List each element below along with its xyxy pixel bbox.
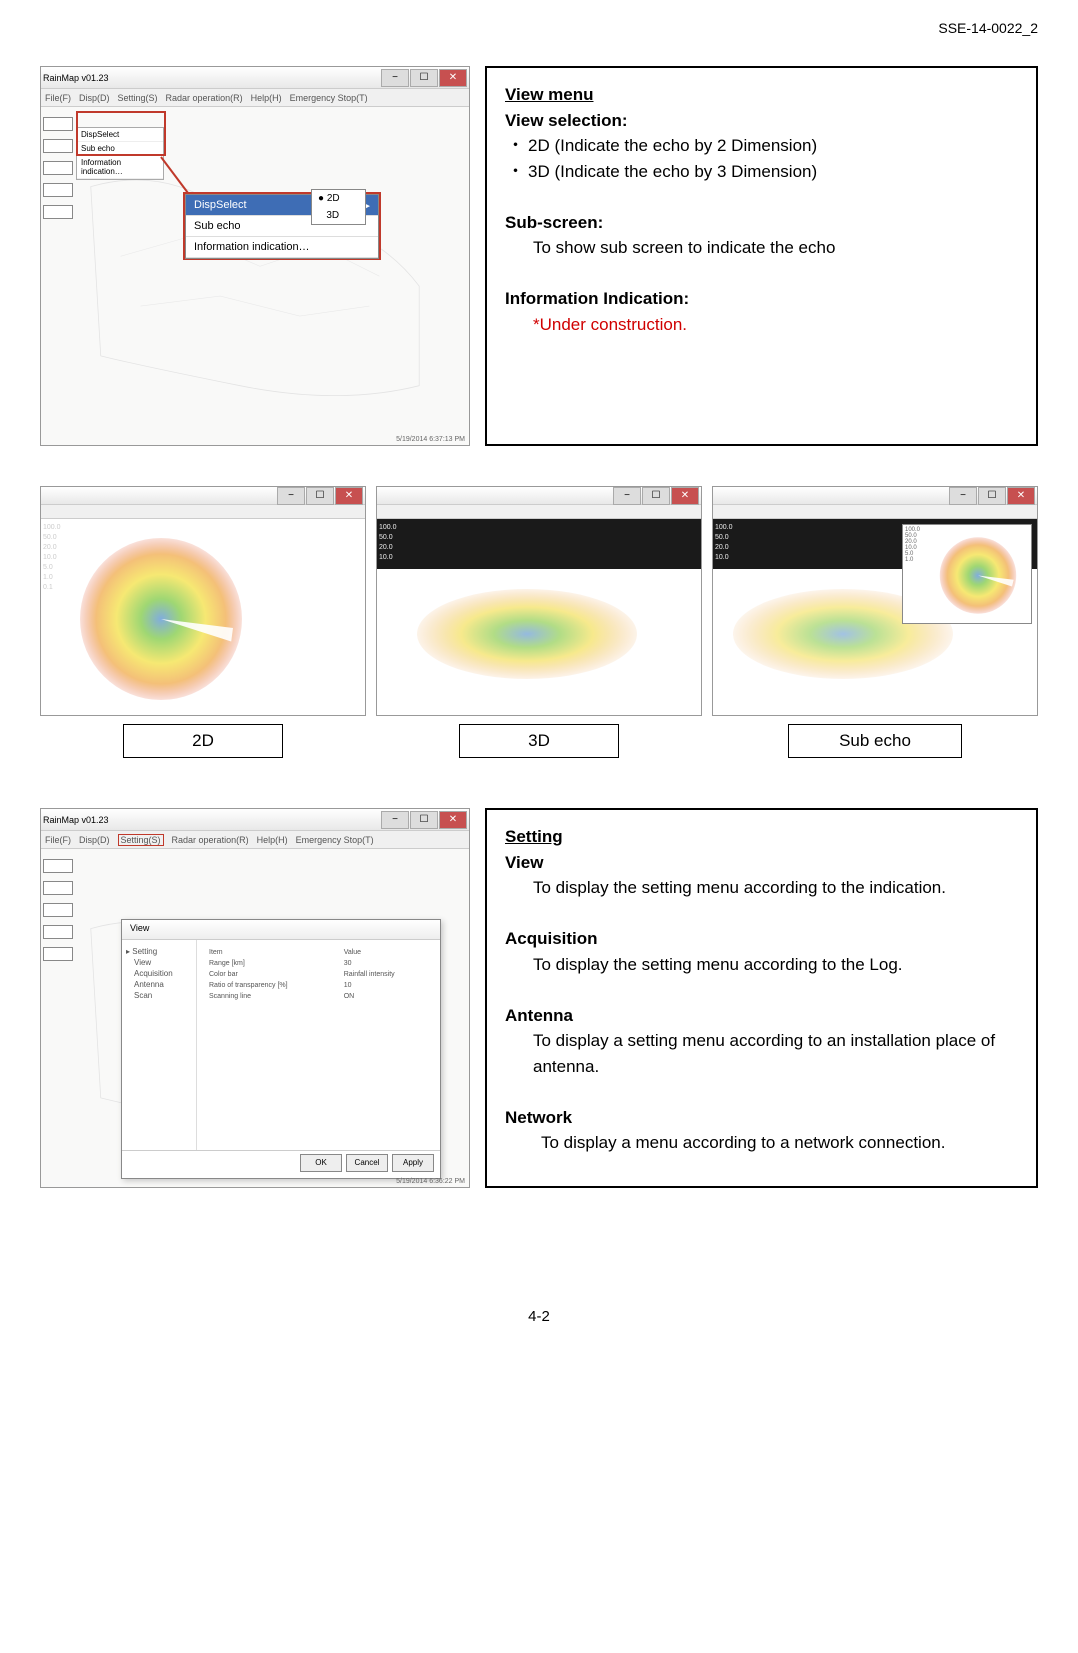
view-menu-section: RainMap v01.23 − ☐ ✕ File(F) Disp(D) Set… <box>40 66 1038 446</box>
info-indication-text: *Under construction. <box>505 312 1018 338</box>
thumb-3d-blackband: 100.0 50.0 20.0 10.0 <box>377 519 701 569</box>
scale-bar <box>43 117 73 227</box>
cancel-button[interactable]: Cancel <box>346 1154 388 1172</box>
setting-acq-h: Acquisition <box>505 926 1018 952</box>
dispselect-submenu: ● 2D 3D <box>311 189 366 225</box>
label-3d: 3D <box>459 724 619 758</box>
menu-disp[interactable]: Disp(D) <box>79 93 110 103</box>
maximize-button[interactable]: ☐ <box>410 69 438 87</box>
thumb-subecho-titlebar: −☐✕ <box>713 487 1037 505</box>
tree-scan[interactable]: Scan <box>126 990 192 1001</box>
minimize-button[interactable]: − <box>381 811 409 829</box>
menu-radar[interactable]: Radar operation(R) <box>166 93 243 103</box>
setting-net-h: Network <box>505 1105 1018 1131</box>
menu-file[interactable]: File(F) <box>45 93 71 103</box>
view-selection-label: View selection: <box>505 108 1018 134</box>
thumb-3d-titlebar: −☐✕ <box>377 487 701 505</box>
setting-titlebar: RainMap v01.23 − ☐ ✕ <box>41 809 469 831</box>
menu-emergency[interactable]: Emergency Stop(T) <box>290 93 368 103</box>
thumb-2d-scale: 100.0 50.0 20.0 10.0 5.0 1.0 0.1 <box>43 524 61 594</box>
thumb-subecho-body: 100.0 50.0 20.0 10.0 100.0 50.0 20.0 10.… <box>713 519 1037 715</box>
setting-view-h: View <box>505 850 1018 876</box>
view-menu-screenshot: RainMap v01.23 − ☐ ✕ File(F) Disp(D) Set… <box>40 66 470 446</box>
submenu-3d[interactable]: 3D <box>312 207 365 224</box>
setting-title: Setting <box>505 824 1018 850</box>
setting-scale-bar <box>43 859 73 969</box>
thumb-2d: −☐✕ 100.0 50.0 20.0 10.0 5.0 1.0 0.1 <box>40 486 366 716</box>
thumb-subecho-menubar <box>713 505 1037 519</box>
window-buttons: − ☐ ✕ <box>381 69 467 87</box>
thumb-subecho: −☐✕ 100.0 50.0 20.0 10.0 100.0 50.0 20.0 <box>712 486 1038 716</box>
submenu-2d[interactable]: ● 2D <box>312 190 365 207</box>
radar-inset-icon <box>933 533 1023 618</box>
setting-acq-t: To display the setting menu according to… <box>505 952 1018 978</box>
info-indication-label: Information Indication: <box>505 286 1018 312</box>
radar-3d-icon <box>407 574 647 694</box>
thumb-2d-titlebar: −☐✕ <box>41 487 365 505</box>
dropdown-info[interactable]: Information indication… <box>186 237 378 258</box>
menu-help[interactable]: Help(H) <box>251 93 282 103</box>
tree-setting[interactable]: ▸ Setting <box>126 946 192 957</box>
thumb-3d-body: 100.0 50.0 20.0 10.0 <box>377 519 701 715</box>
sub-screen-text: To show sub screen to indicate the echo <box>505 235 1018 261</box>
setting-map-area: View ▸ Setting View Acquisition Antenna … <box>41 849 469 1187</box>
sub-screen-label: Sub-screen: <box>505 210 1018 236</box>
minimize-button[interactable]: − <box>381 69 409 87</box>
subecho-inset-window: 100.0 50.0 20.0 10.0 5.0 1.0 <box>902 524 1032 624</box>
label-subecho: Sub echo <box>788 724 962 758</box>
dialog-content: ItemValue Range [km]30 Color barRainfall… <box>197 940 440 1150</box>
thumb-3d-scale: 100.0 50.0 20.0 10.0 <box>379 524 397 564</box>
tree-antenna[interactable]: Antenna <box>126 979 192 990</box>
doc-id: SSE-14-0022_2 <box>40 20 1038 36</box>
callout-redbox-1 <box>76 111 166 156</box>
setting-ant-t: To display a setting menu according to a… <box>505 1028 1018 1079</box>
thumb-2d-menubar <box>41 505 365 519</box>
maximize-button[interactable]: ☐ <box>410 811 438 829</box>
setting-info-panel: Setting View To display the setting menu… <box>485 808 1038 1188</box>
thumb-2d-body: 100.0 50.0 20.0 10.0 5.0 1.0 0.1 <box>41 519 365 715</box>
menu-setting-highlighted[interactable]: Setting(S) <box>118 834 164 846</box>
setting-menubar: File(F) Disp(D) Setting(S) Radar operati… <box>41 831 469 849</box>
view-item-2d: 2D (Indicate the echo by 2 Dimension) <box>525 133 1018 159</box>
tree-acquisition[interactable]: Acquisition <box>126 968 192 979</box>
setting-timestamp: 5/19/2014 6:36:22 PM <box>396 1178 465 1185</box>
window-title: RainMap v01.23 <box>43 73 109 83</box>
view-item-3d: 3D (Indicate the echo by 3 Dimension) <box>525 159 1018 185</box>
thumb-3d-menubar <box>377 505 701 519</box>
setting-net-t: To display a menu according to a network… <box>505 1130 1018 1156</box>
setting-ant-h: Antenna <box>505 1003 1018 1029</box>
thumbnail-row: −☐✕ 100.0 50.0 20.0 10.0 5.0 1.0 0.1 <box>40 486 1038 716</box>
dialog-title: View <box>122 920 440 940</box>
apply-button[interactable]: Apply <box>392 1154 434 1172</box>
setting-table: ItemValue Range [km]30 Color barRainfall… <box>205 946 432 1003</box>
dialog-tree: ▸ Setting View Acquisition Antenna Scan <box>122 940 197 1150</box>
radar-2d-icon <box>71 529 251 709</box>
inset-scale: 100.0 50.0 20.0 10.0 5.0 1.0 <box>905 527 920 563</box>
setting-dialog: View ▸ Setting View Acquisition Antenna … <box>121 919 441 1179</box>
label-2d: 2D <box>123 724 283 758</box>
setting-section: RainMap v01.23 − ☐ ✕ File(F) Disp(D) Set… <box>40 808 1038 1188</box>
menu-setting[interactable]: Setting(S) <box>118 93 158 103</box>
thumb-subecho-scale: 100.0 50.0 20.0 10.0 <box>715 524 733 564</box>
menubar: File(F) Disp(D) Setting(S) Radar operati… <box>41 89 469 107</box>
dialog-footer: OK Cancel Apply <box>122 1150 440 1178</box>
setting-window-title: RainMap v01.23 <box>43 815 109 825</box>
map-area: DispSelect Sub echo Information indicati… <box>41 107 469 445</box>
close-button[interactable]: ✕ <box>439 811 467 829</box>
view-menu-info-panel: View menu View selection: 2D (Indicate t… <box>485 66 1038 446</box>
window-titlebar: RainMap v01.23 − ☐ ✕ <box>41 67 469 89</box>
view-menu-title: View menu <box>505 82 1018 108</box>
thumb-3d: −☐✕ 100.0 50.0 20.0 10.0 <box>376 486 702 716</box>
view-selection-list: 2D (Indicate the echo by 2 Dimension) 3D… <box>505 133 1018 184</box>
thumbnail-labels: 2D 3D Sub echo <box>40 724 1038 758</box>
page-number: 4-2 <box>40 1308 1038 1325</box>
tree-view[interactable]: View <box>126 957 192 968</box>
ok-button[interactable]: OK <box>300 1154 342 1172</box>
timestamp: 5/19/2014 6:37:13 PM <box>396 436 465 443</box>
setting-screenshot: RainMap v01.23 − ☐ ✕ File(F) Disp(D) Set… <box>40 808 470 1188</box>
close-button[interactable]: ✕ <box>439 69 467 87</box>
setting-view-t: To display the setting menu according to… <box>505 875 1018 901</box>
